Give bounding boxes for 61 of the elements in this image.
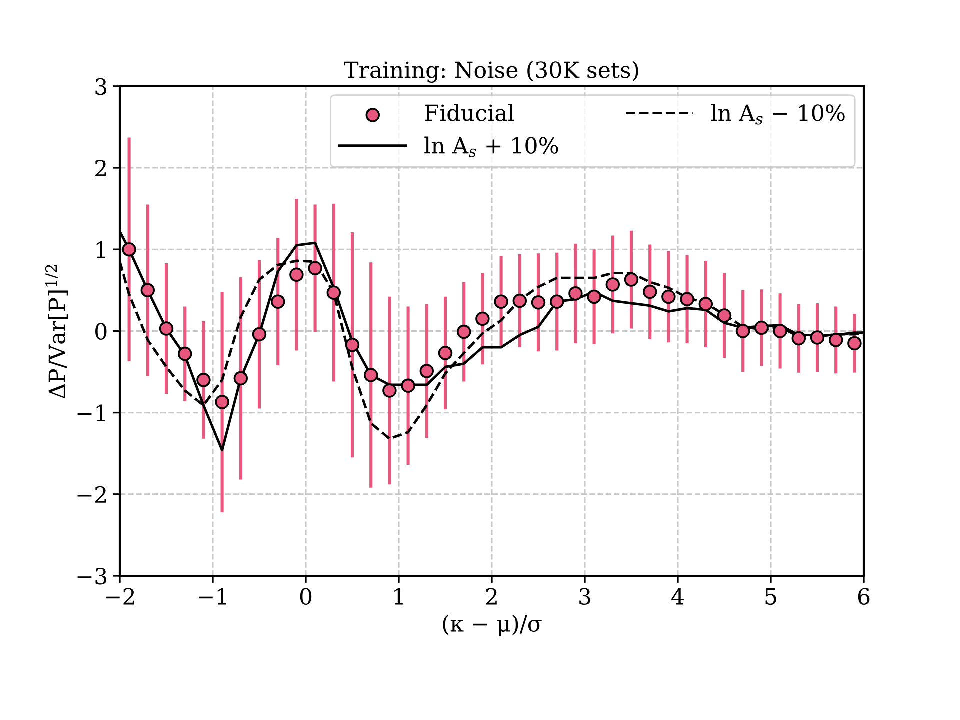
x-tick-label: 6 (858, 588, 870, 606)
x-axis-title: (κ − μ)/σ (443, 614, 542, 636)
point (587, 290, 602, 304)
y-axis-title: ΔP/Var[P]$^{1/2}$ (45, 265, 68, 399)
point (736, 324, 750, 338)
x-tick-label: 2 (486, 588, 497, 605)
point (438, 346, 453, 360)
point (140, 283, 156, 298)
y-tick-label: 0 (96, 323, 107, 340)
point (698, 297, 714, 312)
y-tick-label: 3 (96, 78, 107, 96)
x-tick-label: −1 (198, 588, 226, 605)
point (550, 294, 564, 309)
legend-label: ln A$_{s}$ − 10% (711, 104, 845, 125)
chart-title: Training: Noise (30K sets) (344, 61, 638, 84)
point (382, 384, 397, 398)
point (624, 272, 639, 287)
y-tick-label: −1 (78, 404, 106, 422)
y-tick-label: −3 (78, 568, 107, 585)
point (345, 338, 360, 352)
point (606, 278, 620, 292)
legend-label: ln A$_{s}$ + 10% (424, 136, 558, 158)
point (401, 378, 416, 393)
point (326, 286, 342, 300)
point (494, 294, 508, 309)
y-tick-label: −2 (78, 486, 106, 503)
point (792, 331, 806, 346)
point (642, 284, 658, 300)
point (717, 308, 732, 323)
point (531, 296, 546, 310)
point (308, 261, 322, 276)
point (848, 336, 862, 351)
point (215, 395, 230, 410)
y-tick-label: 2 (96, 160, 106, 176)
point (512, 294, 528, 308)
x-tick-label: 4 (672, 588, 684, 605)
point (662, 290, 676, 304)
x-tick-label: 5 (766, 588, 776, 606)
legend-label: Fiducial (425, 104, 514, 122)
point (178, 346, 192, 362)
point (680, 292, 694, 306)
point (476, 312, 490, 326)
point (196, 373, 211, 388)
point (420, 364, 434, 378)
y-tick-label: 1 (96, 242, 106, 258)
point (828, 333, 844, 348)
point (773, 324, 788, 338)
point (364, 368, 378, 382)
point (568, 286, 583, 301)
point (290, 268, 304, 282)
point (456, 324, 472, 340)
x-tick-label: 3 (580, 588, 590, 606)
point (234, 371, 248, 386)
x-tick-label: 1 (394, 588, 403, 605)
point (159, 322, 174, 336)
x-tick-label: 0 (300, 588, 312, 606)
point (122, 242, 136, 257)
point (270, 294, 286, 309)
point (810, 330, 825, 345)
point (754, 320, 769, 336)
point (252, 327, 267, 342)
